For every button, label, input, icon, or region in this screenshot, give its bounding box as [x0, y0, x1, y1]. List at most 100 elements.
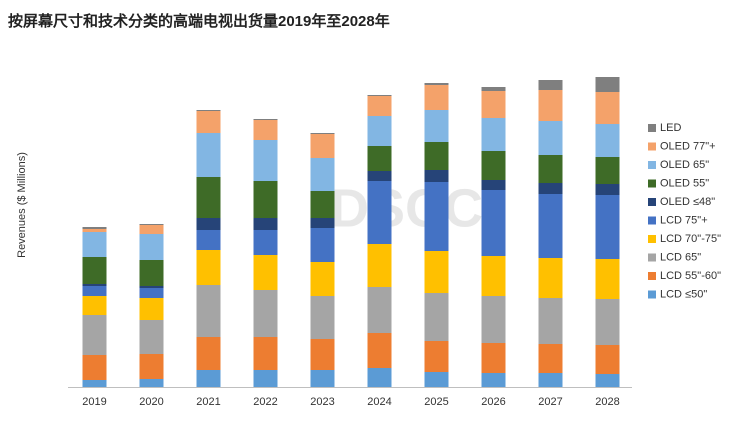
bar-segment	[367, 181, 392, 244]
x-tick-label: 2020	[139, 396, 163, 408]
bar-segment	[424, 372, 449, 387]
legend-label: OLED ≤48"	[660, 196, 715, 208]
bar-segment	[253, 337, 278, 370]
legend-swatch	[648, 253, 656, 262]
bar-segment	[424, 293, 449, 341]
bar-segment	[253, 181, 278, 218]
bar-segment	[595, 374, 620, 387]
bar-segment	[82, 380, 107, 387]
bar-segment	[481, 180, 506, 190]
bar-segment	[367, 96, 392, 116]
bar-segment	[310, 134, 335, 158]
bar-segment	[538, 194, 563, 258]
legend-label: LCD 55"-60"	[660, 270, 721, 282]
bar-segment	[253, 218, 278, 230]
chart-title: 按屏幕尺寸和技术分类的高端电视出货量2019年至2028年	[8, 12, 390, 30]
bar-segment	[82, 284, 107, 286]
bar-segment	[196, 285, 221, 337]
bar-segment	[196, 218, 221, 230]
bar-segment	[367, 368, 392, 387]
bar-segment	[424, 85, 449, 110]
bar-segment	[538, 90, 563, 121]
bar-segment	[367, 171, 392, 181]
bar-segment	[82, 286, 107, 296]
bar-segment	[196, 133, 221, 177]
bar-segment	[196, 177, 221, 218]
bar-segment	[481, 343, 506, 373]
bar-segment	[538, 80, 563, 90]
bar-segment	[595, 184, 620, 195]
bar-segment	[595, 299, 620, 345]
watermark: DSCC	[330, 178, 483, 238]
legend-label: OLED 65"	[660, 159, 709, 171]
bar-segment	[595, 157, 620, 184]
bar-segment	[196, 111, 221, 133]
bar-segment	[367, 95, 392, 96]
bar-segment	[253, 290, 278, 337]
bar-segment	[253, 119, 278, 120]
bar-segment	[139, 260, 164, 286]
x-tick-label: 2021	[196, 396, 220, 408]
bar-segment	[139, 354, 164, 379]
bar-segment	[481, 296, 506, 343]
x-tick-label: 2019	[82, 396, 106, 408]
legend-label: LCD ≤50"	[660, 288, 707, 300]
bar-segment	[538, 298, 563, 344]
bar-segment	[595, 195, 620, 259]
bar-segment	[82, 229, 107, 232]
bar-segment	[367, 116, 392, 146]
bar-segment	[82, 355, 107, 380]
bar-segment	[310, 370, 335, 387]
bar-segment	[538, 121, 563, 155]
bar-segment	[196, 337, 221, 370]
x-tick-label: 2023	[310, 396, 334, 408]
bar-segment	[481, 87, 506, 91]
bar-segment	[196, 250, 221, 285]
bar-segment	[424, 251, 449, 293]
legend-swatch	[648, 124, 656, 132]
bar-segment	[82, 315, 107, 355]
bar-segment	[310, 191, 335, 218]
bar-segment	[481, 151, 506, 180]
bar-segment	[139, 298, 164, 320]
bar-segment	[196, 370, 221, 387]
bar-segment	[595, 77, 620, 92]
bar-segment	[82, 232, 107, 257]
x-tick-label: 2024	[367, 396, 391, 408]
legend-label: LCD 75"+	[660, 214, 708, 226]
bar-segment	[139, 225, 164, 234]
bar-segment	[595, 259, 620, 299]
bar-segment	[538, 258, 563, 298]
y-axis-label: Revenues ($ Millions)	[16, 152, 28, 258]
bar-segment	[253, 230, 278, 255]
bar-segment	[595, 124, 620, 157]
bar-segment	[424, 182, 449, 251]
bar-segment	[367, 244, 392, 287]
legend-swatch	[648, 290, 656, 299]
x-tick-label: 2026	[481, 396, 505, 408]
legend-swatch	[648, 161, 656, 169]
bar-segment	[481, 190, 506, 256]
bar-segment	[310, 339, 335, 370]
bar-segment	[139, 286, 164, 288]
legend-swatch	[648, 142, 656, 151]
x-tick-label: 2022	[253, 396, 277, 408]
bar-segment	[139, 224, 164, 225]
x-tick-label: 2028	[595, 396, 619, 408]
bar-segment	[481, 373, 506, 387]
bar-segment	[310, 228, 335, 262]
x-tick-label: 2027	[538, 396, 562, 408]
legend-label: OLED 77"+	[660, 140, 716, 152]
bar-segment	[196, 110, 221, 111]
bar-segment	[481, 256, 506, 296]
bar-segment	[538, 183, 563, 194]
legend-label: LCD 65"	[660, 251, 701, 263]
bar-segment	[310, 133, 335, 134]
legend-label: OLED 55"	[660, 177, 709, 189]
legend-swatch	[648, 235, 656, 243]
bar-segment	[424, 341, 449, 372]
bar-segment	[538, 373, 563, 387]
legend-swatch	[648, 179, 656, 188]
bar-segment	[310, 158, 335, 191]
bar-segment	[367, 333, 392, 368]
